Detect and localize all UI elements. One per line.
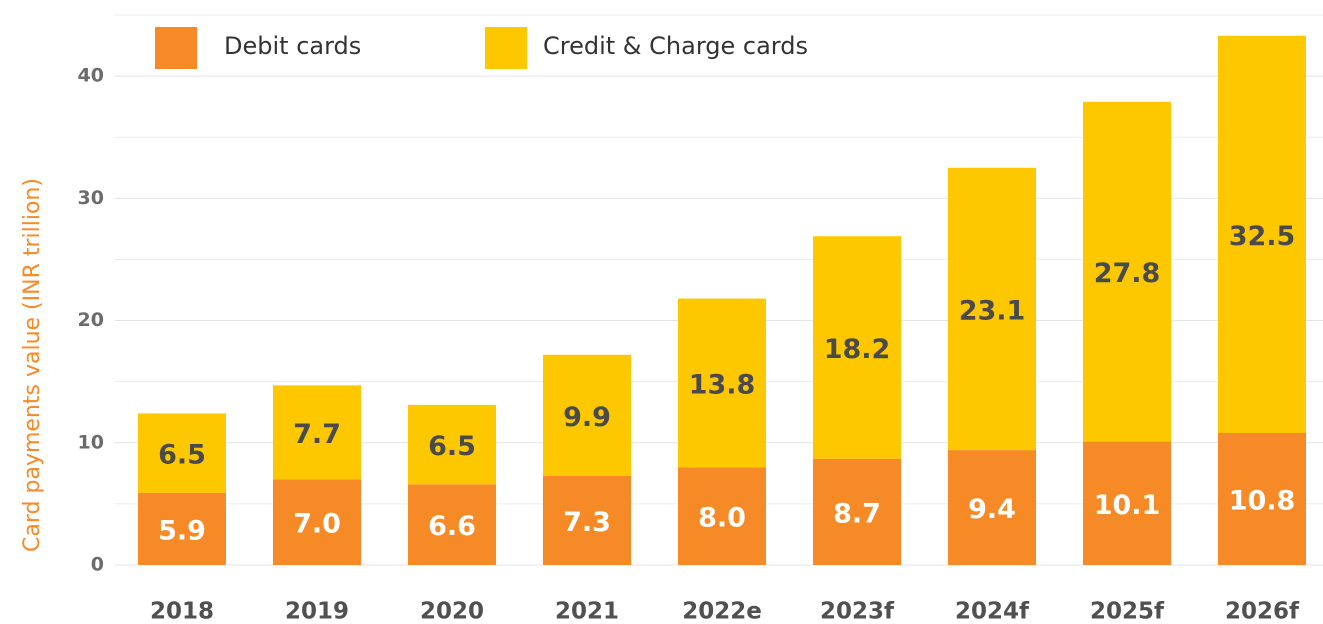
y-tick-label: 20 (78, 309, 104, 331)
bar-segment (948, 167, 1036, 451)
data-label: 10.1 (1094, 490, 1161, 521)
bar-segment (408, 484, 496, 565)
data-label: 6.5 (158, 440, 206, 471)
bar-segment (543, 475, 631, 565)
data-label: 7.7 (293, 419, 341, 450)
y-axis-label: Card payments value (INR trillion) (20, 178, 45, 552)
data-label: 5.9 (158, 515, 206, 546)
x-tick-label: 2021 (555, 599, 619, 624)
x-tick-label: 2020 (420, 599, 484, 624)
y-tick-label: 40 (78, 65, 104, 87)
y-tick-label: 30 (78, 187, 104, 209)
data-label: 10.8 (1229, 486, 1296, 517)
bar-segment (948, 450, 1036, 565)
x-tick-label: 2019 (285, 599, 349, 624)
bar-segment (1218, 433, 1306, 565)
x-tick-label: 2026f (1225, 599, 1300, 624)
x-tick-label: 2022e (682, 599, 762, 624)
y-tick-label: 0 (91, 554, 104, 576)
bar-segment (408, 404, 496, 485)
data-label: 6.5 (428, 431, 476, 462)
data-label: 13.8 (689, 369, 756, 400)
bar-segment (273, 479, 361, 565)
data-label: 27.8 (1094, 258, 1161, 289)
data-label: 8.7 (833, 498, 881, 529)
bar-segment (678, 298, 766, 468)
data-label: 8.0 (698, 503, 746, 534)
bar-segment (1218, 35, 1306, 434)
bar-segment (138, 413, 226, 493)
bar-segment (543, 354, 631, 476)
data-label: 7.3 (563, 507, 611, 538)
bar-segment (1083, 441, 1171, 565)
x-tick-label: 2018 (150, 599, 214, 624)
bar-segment (813, 458, 901, 565)
data-label: 9.9 (563, 402, 611, 433)
legend-swatch (485, 27, 527, 69)
bar-segment (273, 385, 361, 480)
bar-segment (138, 492, 226, 565)
bar-segment (1083, 101, 1171, 442)
x-tick-label: 2025f (1090, 599, 1165, 624)
y-tick-label: 10 (78, 431, 104, 453)
data-label: 32.5 (1229, 221, 1296, 252)
data-label: 9.4 (968, 494, 1016, 525)
legend-swatch (155, 27, 197, 69)
data-label: 23.1 (959, 295, 1026, 326)
data-label: 18.2 (824, 334, 891, 365)
data-label: 7.0 (293, 509, 341, 540)
data-label: 6.6 (428, 511, 476, 542)
bar-segment (813, 236, 901, 459)
x-tick-label: 2024f (955, 599, 1030, 624)
legend-label: Credit & Charge cards (543, 32, 808, 60)
bar-segment (678, 467, 766, 565)
x-tick-label: 2023f (820, 599, 895, 624)
legend-label: Debit cards (224, 32, 361, 60)
